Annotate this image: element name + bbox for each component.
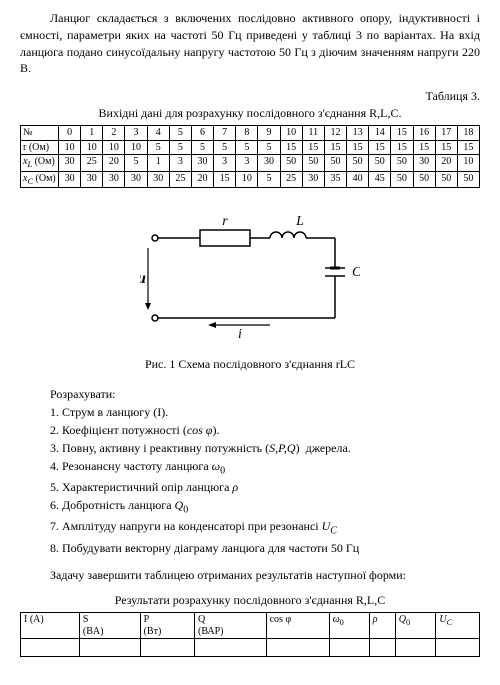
table-row: r (Ом) 10 10 10 10 5 5 5 5 5 5 15 15 15 … [21,140,480,155]
circuit-caption: Рис. 1 Схема послідовного з'єднання rLC [20,357,480,372]
task-finish-text: Задачу завершити таблицею отриманих резу… [20,568,480,583]
header-label: № [21,126,59,141]
list-item: 7. Амплітуду напруги на конденсаторі при… [50,518,480,538]
table-row [21,639,480,657]
table-row: I (A) S(BA) P(Вт) Q(ВАР) cos φ ω0 ρ Q0 U… [21,613,480,639]
svg-text:i: i [238,327,242,342]
list-item: 1. Струм в ланцюгу (I). [50,404,480,421]
svg-text:r: r [222,214,228,229]
svg-text:C: C [352,265,360,280]
calc-list: 1. Струм в ланцюгу (I). 2. Коефіцієнт по… [20,404,480,556]
table3-title: Вихідні дані для розрахунку послідовного… [20,106,480,121]
calc-header: Розрахувати: [20,387,480,402]
list-item: 5. Характеристичний опір ланцюга ρ [50,479,480,496]
table-row: xL (Ом) 30 25 20 5 1 3 30 3 3 30 50 50 5… [21,155,480,172]
list-item: 4. Резонансну частоту ланцюга ω0 [50,458,480,478]
results-table: I (A) S(BA) P(Вт) Q(ВАР) cos φ ω0 ρ Q0 U… [20,612,480,657]
svg-text:L: L [295,214,304,229]
list-item: 3. Повну, активну і реактивну потужність… [50,440,480,457]
table-row-header: № 0 1 2 3 4 5 6 7 8 9 10 11 12 13 14 15 … [21,126,480,141]
results-title: Результати розрахунку послідовного з'єдн… [20,593,480,608]
intro-paragraph: Ланцюг складається з включених послідовн… [20,10,480,77]
svg-text:u: u [140,270,146,287]
list-item: 8. Побудувати векторну діаграму ланцюга … [50,540,480,557]
list-item: 2. Коефіцієнт потужності (cos φ). [50,422,480,439]
table3-caption: Таблиця 3. [20,89,480,104]
data-table: № 0 1 2 3 4 5 6 7 8 9 10 11 12 13 14 15 … [20,125,480,188]
circuit-diagram: r L C u i [20,213,480,347]
table-row: xC (Ом) 30 30 30 30 30 25 20 15 10 5 25 … [21,171,480,188]
list-item: 6. Добротність ланцюга Q0 [50,497,480,517]
